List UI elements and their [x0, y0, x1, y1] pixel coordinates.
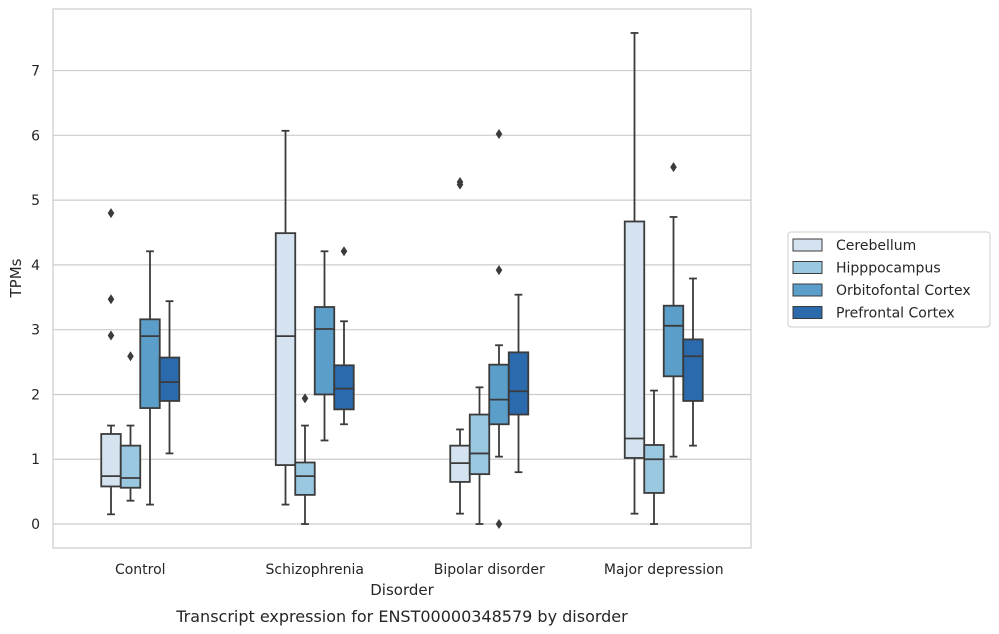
- iqr-box: [623, 220, 646, 459]
- outlier-point: [107, 330, 115, 341]
- outlier-point: [456, 176, 464, 187]
- legend-swatch: [792, 261, 823, 274]
- legend-label: Prefrontal Cortex: [836, 306, 955, 322]
- box-group: [662, 162, 685, 458]
- iqr-box: [100, 433, 122, 488]
- iqr-box: [662, 304, 685, 378]
- x-tick-label: Bipolar disorder: [434, 562, 545, 578]
- outlier-point: [301, 393, 309, 404]
- y-tick-label: 1: [31, 452, 40, 468]
- legend-frame: [787, 231, 991, 328]
- box-group: [682, 277, 704, 447]
- x-axis-title: Disorder: [370, 581, 434, 599]
- box-group: [449, 176, 471, 515]
- plot-frame: [52, 8, 752, 549]
- box-group: [274, 129, 297, 506]
- outlier-point: [495, 265, 503, 276]
- y-tick-label: 2: [31, 387, 40, 403]
- box-group: [488, 129, 510, 530]
- box-group: [623, 32, 646, 515]
- x-tick-label: Control: [115, 562, 166, 578]
- iqr-box: [158, 356, 181, 402]
- box-group: [333, 246, 355, 426]
- box-group: [158, 300, 181, 455]
- legend-items: Cerebellum Hipppocampus Orbitofontal Corte…: [792, 238, 971, 322]
- x-tick-label: Major depression: [604, 562, 724, 578]
- legend-label: Cerebellum: [836, 238, 916, 254]
- iqr-box: [139, 318, 161, 409]
- iqr-box: [507, 351, 530, 416]
- iqr-box: [313, 306, 336, 396]
- legend-swatch: [792, 283, 823, 297]
- x-tick-labels: Control Schizophrenia Bipolar disorder Majo…: [115, 562, 724, 578]
- x-tick-label: Schizophrenia: [266, 562, 364, 578]
- legend: Cerebellum Hipppocampus Orbitofontal Corte…: [787, 231, 991, 328]
- y-tick-label: 6: [31, 128, 40, 144]
- box-group: [643, 389, 665, 525]
- outlier-point: [107, 294, 115, 305]
- outlier-point: [670, 162, 677, 173]
- box-group: [313, 250, 336, 442]
- legend-swatch: [792, 306, 823, 319]
- y-tick-label: 3: [31, 323, 40, 339]
- iqr-box: [274, 232, 297, 466]
- box-group: [100, 208, 122, 516]
- y-tick-label: 0: [31, 517, 40, 533]
- box-group: [119, 351, 142, 502]
- box-layer: [100, 32, 704, 530]
- legend-label: Orbitofontal Cortex: [836, 283, 971, 299]
- y-axis-title: TPMs: [7, 258, 25, 298]
- y-tick-label: 5: [31, 193, 40, 209]
- iqr-box: [682, 338, 704, 402]
- iqr-box: [643, 444, 665, 494]
- iqr-box: [468, 413, 491, 476]
- outlier-point: [107, 208, 115, 219]
- outlier-point: [495, 519, 503, 530]
- legend-label: Hipppocampus: [836, 261, 941, 277]
- y-tick-label: 4: [31, 258, 40, 274]
- outlier-point: [495, 129, 503, 140]
- outlier-point: [340, 246, 348, 257]
- legend-swatch: [792, 238, 823, 252]
- iqr-box: [488, 363, 510, 426]
- box-group: [139, 250, 161, 506]
- iqr-box: [333, 364, 355, 411]
- box-group: [468, 386, 491, 525]
- y-tick-labels: 0 1 2 3 4 5 6 7: [31, 64, 40, 533]
- box-group: [507, 293, 530, 474]
- iqr-box: [119, 444, 142, 489]
- iqr-box: [294, 461, 316, 496]
- box-group: [294, 393, 316, 525]
- y-tick-label: 7: [31, 64, 40, 80]
- outlier-point: [127, 351, 134, 362]
- chart-caption: Transcript expression for ENST0000034857…: [175, 607, 628, 626]
